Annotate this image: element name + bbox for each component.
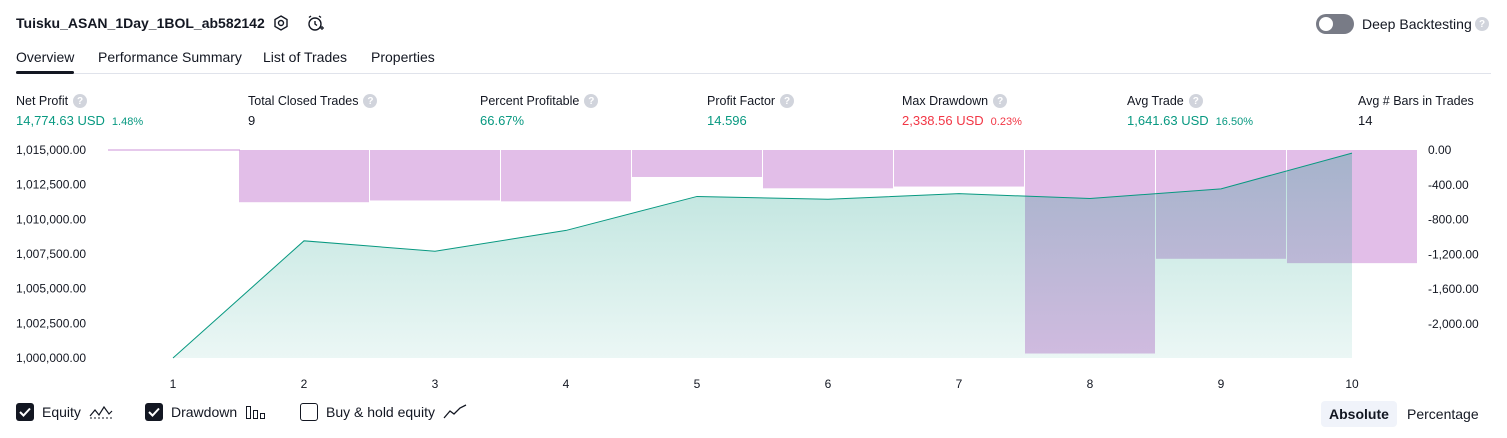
- strategy-name: Tuisku_ASAN_1Day_1BOL_ab582142: [16, 15, 265, 31]
- deep-backtesting-label: Deep Backtesting: [1362, 16, 1472, 32]
- x-axis-tick: 5: [694, 377, 701, 391]
- legend-buy-hold[interactable]: Buy & hold equity: [300, 403, 467, 421]
- legend-equity[interactable]: Equity: [16, 403, 113, 421]
- drawdown-bar: [894, 150, 1024, 187]
- metric-value-text: 1,641.63 USD: [1127, 113, 1209, 128]
- left-axis-tick: 1,005,000.00: [16, 282, 86, 296]
- metric-value: 14: [1358, 113, 1372, 128]
- equity-checkbox[interactable]: [16, 403, 34, 421]
- x-axis-tick: 7: [956, 377, 963, 391]
- info-icon[interactable]: ?: [363, 94, 378, 108]
- equity-area: [173, 153, 1352, 358]
- buy-hold-label: Buy & hold equity: [326, 404, 435, 420]
- metric-label-text: Avg Trade: [1127, 94, 1184, 108]
- drawdown-bar: [763, 150, 893, 189]
- metric-value: 1,641.63 USD 16.50%: [1127, 113, 1253, 128]
- left-axis-tick: 1,010,000.00: [16, 212, 86, 226]
- metric-label: Total Closed Trades?: [248, 94, 378, 108]
- right-axis-tick: 0.00: [1428, 143, 1452, 157]
- metric-value: 14,774.63 USD 1.48%: [16, 113, 143, 128]
- metric-label-text: Avg # Bars in Trades: [1358, 94, 1474, 108]
- drawdown-bar: [632, 150, 762, 177]
- metric-label: Avg Trade?: [1127, 94, 1203, 108]
- metric-label-text: Max Drawdown: [902, 94, 989, 108]
- tab-properties[interactable]: Properties: [371, 49, 435, 65]
- equity-label: Equity: [42, 404, 81, 420]
- equity-line: [172, 152, 1353, 359]
- info-icon[interactable]: ?: [993, 94, 1008, 108]
- metric-value: 66.67%: [480, 113, 524, 128]
- metric-label-text: Net Profit: [16, 94, 69, 108]
- metric-percent: 1.48%: [111, 116, 144, 128]
- absolute-button[interactable]: Absolute: [1321, 401, 1397, 427]
- left-axis-tick: 1,002,500.00: [16, 316, 86, 330]
- help-icon[interactable]: ?: [1475, 17, 1489, 31]
- metric-label: Percent Profitable?: [480, 94, 599, 108]
- legend-drawdown[interactable]: Drawdown: [145, 403, 267, 421]
- metric-label: Avg # Bars in Trades: [1358, 94, 1474, 108]
- info-icon[interactable]: ?: [73, 94, 88, 108]
- active-tab-indicator: [16, 71, 74, 74]
- right-axis-tick: -1,600.00: [1428, 282, 1479, 296]
- metric-value-text: 66.67%: [480, 113, 525, 128]
- drawdown-checkbox[interactable]: [145, 403, 163, 421]
- metric-label-text: Total Closed Trades: [248, 94, 359, 108]
- drawdown-bar: [239, 150, 369, 203]
- x-axis-tick: 8: [1087, 377, 1094, 391]
- info-icon[interactable]: ?: [584, 94, 599, 108]
- metric-value: 9: [248, 113, 255, 128]
- drawdown-bar: [370, 150, 500, 201]
- add-alert-icon[interactable]: [305, 13, 325, 33]
- metric-label: Net Profit?: [16, 94, 88, 108]
- metric-percent: 0.23%: [990, 116, 1022, 128]
- x-axis-tick: 1: [170, 377, 177, 391]
- x-axis-tick: 3: [432, 377, 439, 391]
- left-axis-tick: 1,012,500.00: [16, 178, 86, 192]
- x-axis-tick: 9: [1218, 377, 1225, 391]
- x-axis-tick: 6: [825, 377, 832, 391]
- x-axis-tick: 10: [1345, 377, 1359, 391]
- equity-drawdown-chart: 1,015,000.00 1,012,500.00 1,010,000.00 1,00…: [16, 143, 1479, 391]
- drawdown-bars-icon: [246, 406, 266, 419]
- left-axis-tick: 1,007,500.00: [16, 247, 86, 261]
- drawdown-bar: [501, 150, 631, 202]
- metric-label-text: Percent Profitable: [480, 94, 580, 108]
- tab-overview[interactable]: Overview: [16, 49, 75, 65]
- metric-label-text: Profit Factor: [707, 94, 776, 108]
- right-axis-tick: -2,000.00: [1428, 317, 1479, 331]
- tabs-divider: [16, 73, 1491, 74]
- info-icon[interactable]: ?: [1188, 94, 1203, 108]
- metric-value-text: 2,338.56 USD: [902, 113, 984, 128]
- x-axis-tick: 4: [563, 377, 570, 391]
- right-axis-tick: -800.00: [1428, 213, 1469, 227]
- metric-value-text: 14: [1358, 113, 1373, 128]
- right-axis-tick: -400.00: [1428, 178, 1469, 192]
- metric-value-text: 9: [248, 113, 256, 128]
- info-icon[interactable]: ?: [780, 94, 795, 108]
- equity-line-icon: [89, 405, 113, 419]
- tab-list-of-trades[interactable]: List of Trades: [263, 49, 348, 65]
- metric-label: Profit Factor?: [707, 94, 795, 108]
- drawdown-label: Drawdown: [171, 404, 238, 420]
- metric-value-text: 14.596: [707, 113, 747, 128]
- buy-hold-checkbox[interactable]: [300, 403, 318, 421]
- deep-backtesting-toggle[interactable]: [1316, 14, 1354, 34]
- right-axis-tick: -1,200.00: [1428, 247, 1479, 261]
- settings-icon[interactable]: [271, 13, 291, 33]
- metric-value-text: 14,774.63 USD: [16, 113, 105, 128]
- toggle-knob: [1319, 17, 1333, 31]
- x-axis-tick: 2: [301, 377, 308, 391]
- metric-label: Max Drawdown?: [902, 94, 1008, 108]
- metric-value: 14.596: [707, 113, 747, 128]
- metric-value: 2,338.56 USD 0.23%: [902, 113, 1022, 128]
- tab-performance-summary[interactable]: Performance Summary: [98, 49, 242, 65]
- left-axis-tick: 1,015,000.00: [16, 143, 86, 157]
- buy-hold-line-icon: [443, 404, 467, 419]
- left-axis-tick: 1,000,000.00: [16, 351, 86, 365]
- metric-percent: 16.50%: [1215, 116, 1253, 128]
- percentage-button[interactable]: Percentage: [1407, 406, 1479, 422]
